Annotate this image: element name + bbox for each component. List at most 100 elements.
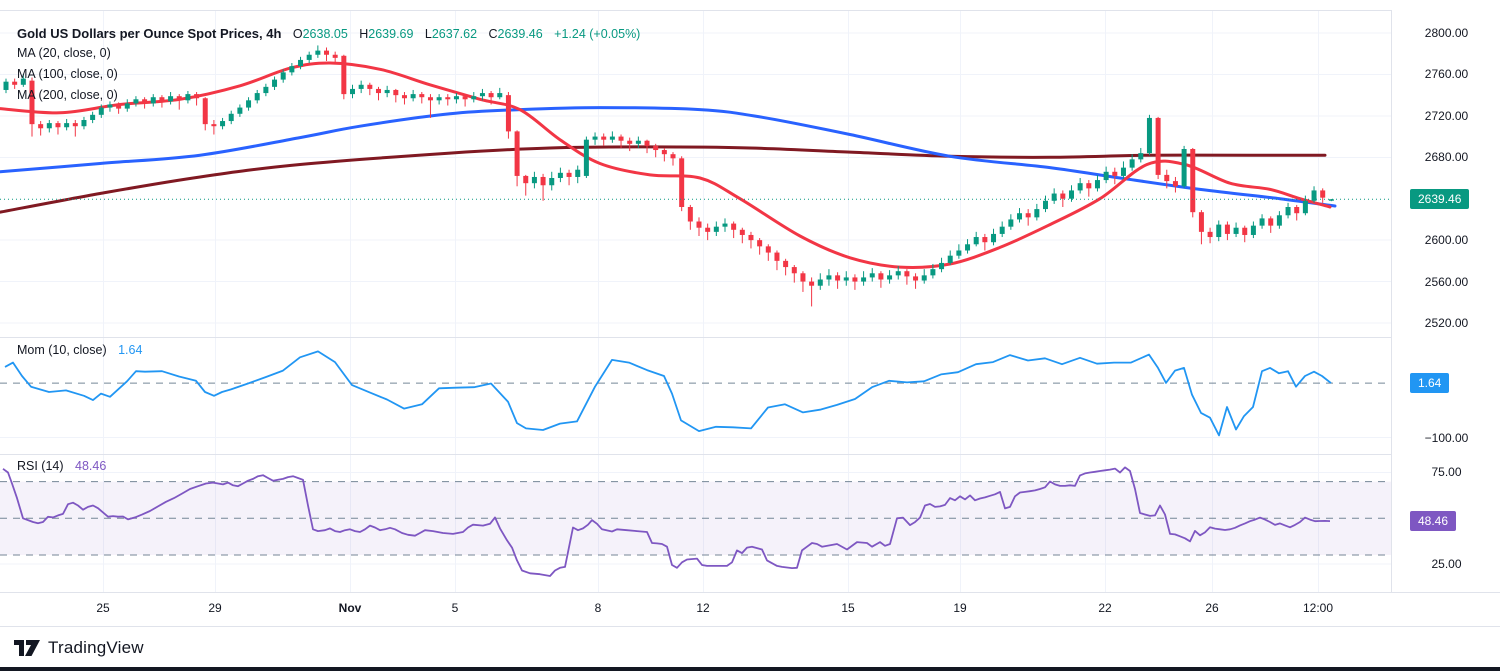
candle-up — [350, 88, 355, 95]
candle-up — [436, 97, 442, 101]
candle-up — [575, 169, 581, 177]
candle-up — [1302, 200, 1308, 214]
candle-down — [1294, 207, 1300, 214]
time-axis[interactable]: 25 29 Nov 5 8 12 15 19 22 26 12:00 — [0, 592, 1500, 627]
ohlc-open-value: 2638.05 — [302, 27, 348, 41]
candle-up — [410, 94, 416, 99]
candle-down — [202, 98, 208, 125]
candle-down — [731, 223, 737, 230]
candle-up — [1146, 117, 1152, 154]
price-axis-label: 2600.00 — [1424, 233, 1469, 248]
candle-up — [150, 97, 156, 104]
tradingview-logo-text: TradingView — [48, 638, 144, 657]
candle-down — [739, 229, 745, 235]
candle-down — [211, 124, 217, 127]
candle-down — [332, 54, 338, 58]
candle-down — [367, 84, 373, 89]
candle-down — [809, 281, 815, 286]
candle-down — [644, 140, 650, 146]
time-axis-label: 26 — [1205, 601, 1219, 615]
candle-up — [1328, 199, 1334, 201]
candle-down — [601, 136, 607, 140]
candle-down — [514, 131, 520, 176]
symbol-legend[interactable]: Gold US Dollars per Ounce Spot Prices, 4… — [17, 25, 640, 43]
candle-down — [687, 207, 693, 222]
rsi-label: RSI (14) — [17, 459, 64, 473]
candle-down — [878, 273, 884, 280]
ma100-line — [0, 106, 1337, 208]
momentum-value-badge: 1.64 — [1410, 373, 1450, 394]
bottom-bar — [0, 667, 1500, 671]
candle-up — [592, 136, 598, 140]
candle-down — [800, 273, 806, 282]
ma200-legend[interactable]: MA (200, close, 0) — [17, 88, 118, 102]
candle-down — [1060, 193, 1066, 199]
candle-up — [531, 176, 537, 184]
candle-up — [280, 72, 286, 80]
time-axis-label: 12 — [696, 601, 710, 615]
candle-up — [1216, 224, 1222, 238]
candle-down — [116, 104, 122, 109]
tradingview-logo-icon — [14, 640, 40, 656]
ohlc-high-value: 2639.69 — [368, 27, 414, 41]
candle-down — [748, 234, 754, 241]
candle-down — [852, 277, 858, 282]
price-axis-label: 2680.00 — [1424, 150, 1469, 165]
ma20-legend[interactable]: MA (20, close, 0) — [17, 46, 111, 60]
candle-up — [1285, 207, 1291, 216]
candle-down — [176, 96, 182, 101]
momentum-pane-separator[interactable] — [0, 337, 1500, 338]
candle-up — [991, 233, 997, 243]
candle-up — [1008, 219, 1014, 227]
candle-up — [289, 66, 295, 73]
candle-up — [887, 275, 893, 280]
candle-down — [38, 124, 44, 129]
ohlc-high-letter: H — [359, 27, 369, 41]
symbol-title: Gold US Dollars per Ounce Spot Prices, 4… — [17, 26, 282, 41]
time-axis-label: 25 — [96, 601, 110, 615]
momentum-line — [4, 350, 1332, 437]
candle-up — [471, 96, 477, 100]
candle-down — [523, 175, 529, 184]
candle-up — [315, 50, 321, 55]
momentum-legend[interactable]: Mom (10, close) 1.64 — [17, 343, 142, 357]
time-axis-label: 19 — [953, 601, 967, 615]
candle-down — [1086, 183, 1092, 189]
momentum-label: Mom (10, close) — [17, 343, 107, 357]
candle-up — [557, 172, 563, 178]
candle-up — [861, 277, 867, 282]
candle-up — [479, 93, 485, 97]
candle-up — [20, 78, 26, 85]
candle-up — [220, 121, 226, 127]
candle-up — [107, 104, 113, 108]
candle-up — [453, 96, 459, 100]
time-axis-label: 12:00 — [1302, 601, 1334, 615]
rsi-pane-separator[interactable] — [0, 454, 1500, 455]
candle-down — [670, 154, 676, 159]
candle-up — [1233, 227, 1239, 234]
candle-up — [1276, 215, 1282, 226]
chart-canvas[interactable] — [0, 0, 1500, 630]
price-axis-label: 2720.00 — [1424, 108, 1469, 123]
momentum-axis-label: −100.00 — [1424, 430, 1469, 445]
ma100-legend[interactable]: MA (100, close, 0) — [17, 67, 118, 81]
time-axis-label: 29 — [208, 601, 222, 615]
candle-up — [869, 273, 875, 278]
candle-up — [1034, 209, 1040, 218]
candle-up — [947, 255, 953, 263]
candle-down — [1190, 149, 1196, 213]
rsi-legend[interactable]: RSI (14) 48.46 — [17, 459, 106, 473]
candle-up — [3, 81, 9, 90]
candle-down — [679, 158, 685, 207]
candle-down — [1207, 231, 1213, 238]
rsi-line — [2, 466, 1331, 577]
candle-up — [973, 237, 979, 245]
time-axis-label: 5 — [451, 601, 459, 615]
candle-down — [1155, 117, 1161, 175]
price-axis[interactable]: 2639.46 1.64 48.46 2800.00 2760.00 2720.00… — [1391, 10, 1500, 625]
candle-up — [817, 279, 823, 286]
candle-down — [72, 123, 78, 127]
candle-up — [81, 120, 87, 127]
tradingview-logo[interactable]: TradingView — [14, 635, 144, 661]
